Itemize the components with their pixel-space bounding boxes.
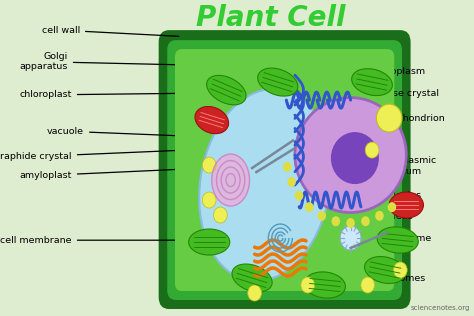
Ellipse shape xyxy=(376,104,402,132)
Ellipse shape xyxy=(195,106,228,134)
Ellipse shape xyxy=(361,277,374,293)
Ellipse shape xyxy=(365,142,379,158)
Text: nucleolus: nucleolus xyxy=(314,188,422,200)
Ellipse shape xyxy=(331,132,379,184)
Ellipse shape xyxy=(295,191,303,201)
Text: Golgi
apparatus: Golgi apparatus xyxy=(19,52,181,71)
Ellipse shape xyxy=(331,216,340,226)
Ellipse shape xyxy=(377,227,418,253)
Ellipse shape xyxy=(258,68,298,96)
Ellipse shape xyxy=(365,257,405,283)
Ellipse shape xyxy=(199,89,331,281)
Ellipse shape xyxy=(213,207,227,223)
Text: cell wall: cell wall xyxy=(42,26,179,36)
Ellipse shape xyxy=(340,226,361,250)
Text: cell membrane: cell membrane xyxy=(0,236,181,245)
Ellipse shape xyxy=(389,192,423,218)
FancyBboxPatch shape xyxy=(159,30,410,309)
Ellipse shape xyxy=(287,177,296,187)
Ellipse shape xyxy=(189,229,230,255)
Text: raphide crystal: raphide crystal xyxy=(0,150,181,161)
Ellipse shape xyxy=(393,262,407,278)
Ellipse shape xyxy=(346,218,355,228)
Ellipse shape xyxy=(305,202,314,212)
Ellipse shape xyxy=(318,211,326,221)
Text: mitochondrion: mitochondrion xyxy=(333,114,445,123)
Ellipse shape xyxy=(202,192,216,208)
Ellipse shape xyxy=(304,272,346,298)
Ellipse shape xyxy=(202,157,216,173)
Ellipse shape xyxy=(232,264,272,292)
Text: cytoplasm: cytoplasm xyxy=(304,67,426,76)
Text: amyloplast: amyloplast xyxy=(19,169,181,180)
Ellipse shape xyxy=(207,76,246,105)
Text: endoplasmic
reticulum: endoplasmic reticulum xyxy=(333,156,437,176)
Text: ribosomes: ribosomes xyxy=(314,260,426,283)
Text: peroxisome: peroxisome xyxy=(333,234,432,243)
Ellipse shape xyxy=(361,216,370,226)
Ellipse shape xyxy=(283,162,292,172)
Text: vacuole: vacuole xyxy=(47,127,181,136)
Ellipse shape xyxy=(295,98,406,213)
FancyBboxPatch shape xyxy=(167,40,402,300)
Ellipse shape xyxy=(248,285,262,301)
Ellipse shape xyxy=(301,277,315,293)
FancyBboxPatch shape xyxy=(175,49,394,291)
Text: nucleus: nucleus xyxy=(333,210,413,221)
Ellipse shape xyxy=(212,154,249,206)
Ellipse shape xyxy=(388,202,396,212)
Text: sciencenotes.org: sciencenotes.org xyxy=(410,305,470,311)
Text: Plant Cell: Plant Cell xyxy=(196,4,346,32)
Text: druse crystal: druse crystal xyxy=(314,89,438,98)
Ellipse shape xyxy=(352,69,392,95)
Ellipse shape xyxy=(375,211,384,221)
Text: chloroplast: chloroplast xyxy=(19,90,181,100)
